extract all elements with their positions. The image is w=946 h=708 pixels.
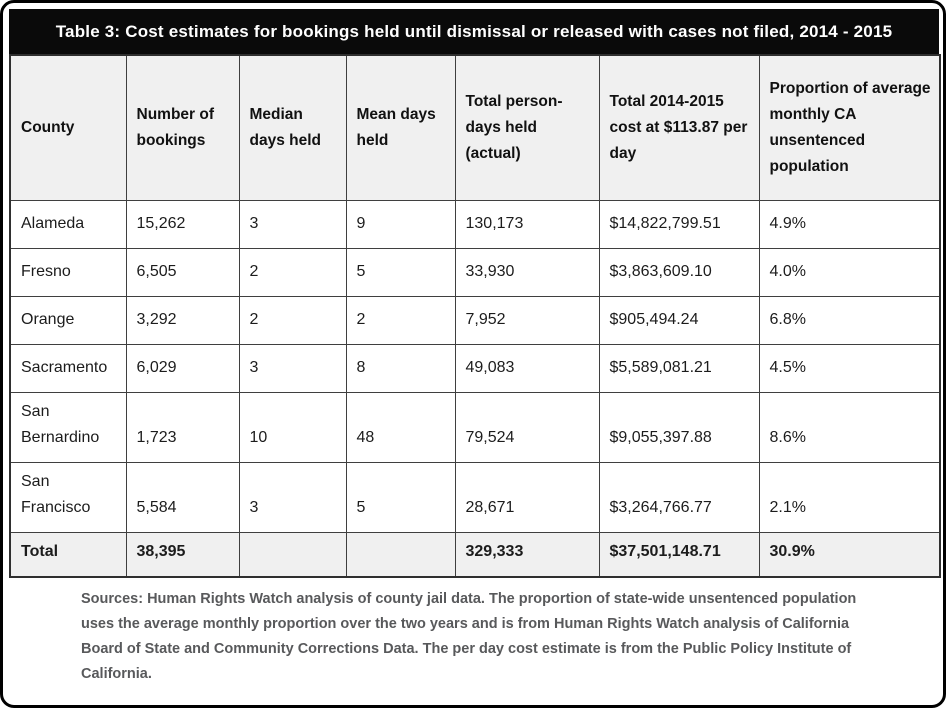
value-cell: 3	[238, 461, 347, 533]
value-cell: 4.0%	[758, 247, 941, 297]
table-row: San Francisco 5,584 3 5 28,671 $3,264,766.77 2…	[9, 461, 941, 533]
county-cell: Sacramento	[9, 343, 127, 393]
cost-estimates-table: County Number of bookings Median days held…	[9, 54, 941, 578]
value-cell: $3,863,609.10	[598, 247, 760, 297]
value-cell: 2	[345, 295, 456, 345]
value-cell: 33,930	[454, 247, 600, 297]
value-cell: 3	[238, 343, 347, 393]
column-header-2: Median days held	[238, 54, 347, 201]
value-cell: 4.9%	[758, 199, 941, 249]
total-row: Total 38,395 329,333 $37,501,148.71 30.9%	[9, 531, 941, 577]
column-header-6: Proportion of average monthly CA unsente…	[758, 54, 941, 201]
value-cell: 8.6%	[758, 391, 941, 463]
value-cell: 130,173	[454, 199, 600, 249]
value-cell: 6,505	[125, 247, 240, 297]
value-cell: 6.8%	[758, 295, 941, 345]
column-header-0: County	[9, 54, 127, 201]
value-cell: 15,262	[125, 199, 240, 249]
value-cell: 9	[345, 199, 456, 249]
value-cell	[345, 531, 456, 577]
county-cell: San Bernardino	[9, 391, 127, 463]
table-title: Table 3: Cost estimates for bookings hel…	[9, 9, 939, 54]
value-cell: 329,333	[454, 531, 600, 577]
value-cell: 38,395	[125, 531, 240, 577]
column-header-5: Total 2014-2015 cost at $113.87 per day	[598, 54, 760, 201]
column-header-1: Number of bookings	[125, 54, 240, 201]
value-cell	[238, 531, 347, 577]
value-cell: 5	[345, 247, 456, 297]
value-cell: 28,671	[454, 461, 600, 533]
column-header-3: Mean days held	[345, 54, 456, 201]
value-cell: 2.1%	[758, 461, 941, 533]
column-header-4: Total person-days held (actual)	[454, 54, 600, 201]
table-row: Fresno 6,505 2 5 33,930 $3,863,609.10 4.0%	[9, 247, 941, 297]
value-cell: 49,083	[454, 343, 600, 393]
value-cell: 10	[238, 391, 347, 463]
county-cell: Orange	[9, 295, 127, 345]
table-row: San Bernardino 1,723 10 48 79,524 $9,055,397.…	[9, 391, 941, 463]
county-cell: Alameda	[9, 199, 127, 249]
table-row: Alameda 15,262 3 9 130,173 $14,822,799.51 4.9%	[9, 199, 941, 249]
value-cell: 8	[345, 343, 456, 393]
value-cell: $905,494.24	[598, 295, 760, 345]
value-cell: 3	[238, 199, 347, 249]
county-cell: Total	[9, 531, 127, 577]
value-cell: $14,822,799.51	[598, 199, 760, 249]
table-row: Orange 3,292 2 2 7,952 $905,494.24 6.8%	[9, 295, 941, 345]
value-cell: $3,264,766.77	[598, 461, 760, 533]
value-cell: 2	[238, 247, 347, 297]
value-cell: 48	[345, 391, 456, 463]
value-cell: 5	[345, 461, 456, 533]
value-cell: 3,292	[125, 295, 240, 345]
value-cell: 5,584	[125, 461, 240, 533]
value-cell: $5,589,081.21	[598, 343, 760, 393]
table-header-row: County Number of bookings Median days held…	[9, 54, 941, 201]
table-row: Sacramento 6,029 3 8 49,083 $5,589,081.21 4.5%	[9, 343, 941, 393]
value-cell: 7,952	[454, 295, 600, 345]
value-cell: 2	[238, 295, 347, 345]
value-cell: $9,055,397.88	[598, 391, 760, 463]
value-cell: 79,524	[454, 391, 600, 463]
value-cell: 30.9%	[758, 531, 941, 577]
county-cell: Fresno	[9, 247, 127, 297]
value-cell: $37,501,148.71	[598, 531, 760, 577]
value-cell: 6,029	[125, 343, 240, 393]
county-cell: San Francisco	[9, 461, 127, 533]
value-cell: 1,723	[125, 391, 240, 463]
value-cell: 4.5%	[758, 343, 941, 393]
source-note: Sources: Human Rights Watch analysis of …	[81, 590, 857, 682]
